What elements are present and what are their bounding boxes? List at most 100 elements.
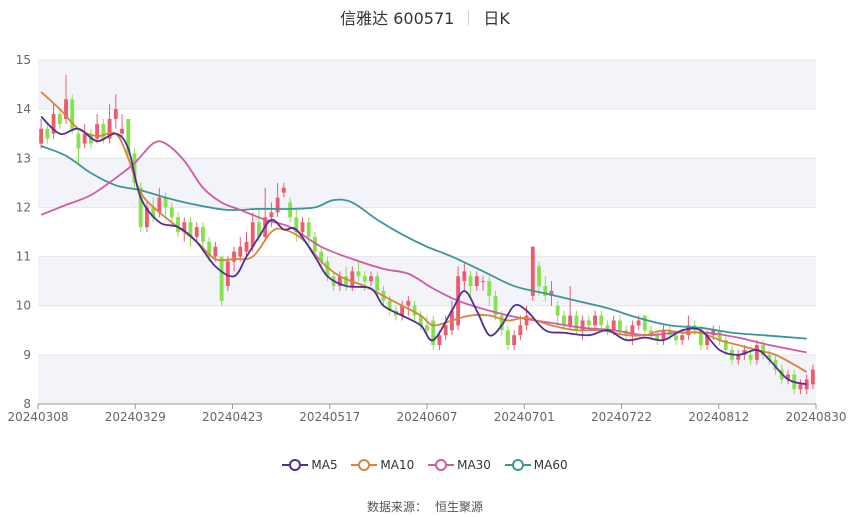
candle-body	[605, 325, 610, 331]
candle-body	[132, 153, 137, 183]
candle-body	[761, 345, 766, 355]
legend-marker-ma5	[282, 459, 309, 471]
candle-body	[313, 236, 317, 252]
candle-body	[580, 320, 585, 331]
x-tick-label: 20240423	[202, 410, 263, 424]
candle-body	[518, 325, 523, 336]
stock-name: 信雅达 600571	[340, 9, 455, 28]
legend: MA5 MA10 MA30 MA60	[0, 458, 850, 472]
legend-item-ma60[interactable]: MA60	[504, 458, 568, 472]
candle-body	[748, 354, 753, 360]
series-line-ma5	[40, 115, 807, 386]
candle-body	[418, 315, 423, 326]
y-tick-label: 9	[23, 348, 31, 362]
candle-body	[705, 335, 710, 346]
candle-body	[107, 118, 112, 139]
candle-body	[70, 99, 75, 129]
candle-body	[362, 276, 367, 282]
legend-marker-ma60	[504, 459, 531, 471]
candle-body	[655, 335, 660, 341]
candle-body	[201, 227, 205, 242]
candle-body	[773, 359, 778, 370]
candle-body	[288, 202, 293, 218]
candle-body	[400, 305, 405, 316]
candle-body	[213, 246, 218, 257]
legend-item-ma30[interactable]: MA30	[428, 458, 491, 472]
candle-body	[244, 241, 249, 252]
grid-band	[38, 158, 816, 208]
candle-body	[232, 251, 236, 262]
candle-body	[369, 276, 373, 282]
y-tick-label: 15	[16, 53, 31, 67]
candle-body	[300, 222, 305, 232]
candle-body	[642, 315, 647, 331]
candle-body	[530, 246, 535, 296]
candle-body	[543, 286, 548, 296]
x-tick-label: 20240830	[785, 410, 846, 424]
candle-body	[294, 217, 299, 232]
candle-body	[593, 315, 597, 326]
candle-body	[350, 271, 355, 287]
candle-body	[356, 271, 361, 277]
legend-item-ma5[interactable]: MA5	[282, 458, 338, 472]
legend-item-ma10[interactable]: MA10	[351, 458, 414, 472]
candle-body	[537, 266, 541, 287]
candle-body	[555, 305, 560, 316]
candle-body	[182, 222, 187, 232]
period-tab[interactable]: 日K	[483, 9, 510, 28]
candle-body	[611, 320, 616, 331]
candle-body	[113, 109, 118, 119]
y-tick-label: 8	[23, 397, 31, 411]
candle-body	[257, 222, 261, 237]
series-line-ma10	[40, 91, 808, 373]
candle-body	[39, 128, 44, 144]
candle-body	[337, 276, 342, 287]
candlestick-chart: 8 9 10 11 12 13 14 15 20240308 20240329 20240423 20…	[7, 53, 846, 424]
candle-body	[219, 256, 224, 301]
candle-body	[344, 276, 349, 287]
candle-body	[425, 325, 429, 331]
grid-band	[38, 256, 816, 306]
candle-body	[736, 354, 741, 360]
candle-body	[76, 133, 81, 149]
candle-body	[462, 271, 467, 282]
y-tick-label: 13	[16, 151, 31, 165]
grid-band	[38, 60, 816, 110]
candle-body	[810, 369, 815, 385]
candle-body	[618, 320, 622, 331]
candle-body	[250, 222, 255, 247]
candle-body	[176, 217, 180, 232]
candle-body	[798, 384, 803, 390]
x-tick-label: 20240607	[396, 410, 457, 424]
candle-body	[549, 290, 554, 296]
candle-body	[207, 241, 212, 257]
candle-body	[431, 320, 436, 346]
y-tick-label: 12	[16, 200, 31, 214]
x-tick-label: 20240722	[591, 410, 652, 424]
candle-body	[512, 335, 517, 346]
candle-body	[786, 374, 790, 380]
candle-body	[481, 281, 485, 283]
candle-body	[723, 340, 728, 350]
candle-body	[138, 187, 143, 228]
grid-band	[38, 354, 816, 404]
candle-body	[45, 128, 50, 139]
candle-body	[412, 305, 417, 316]
y-tick-label: 11	[16, 250, 31, 264]
candle-body	[169, 207, 174, 218]
candle-body	[188, 222, 193, 237]
candle-body	[387, 300, 392, 311]
candle-body	[599, 315, 604, 326]
candle-body	[51, 114, 56, 134]
title-separator	[468, 11, 470, 25]
candle-body	[767, 354, 772, 360]
candle-body	[57, 114, 62, 124]
candle-body	[406, 300, 411, 306]
source-name: 恒生聚源	[435, 500, 484, 514]
candle-body	[561, 315, 566, 326]
legend-marker-ma10	[351, 459, 378, 471]
candles-group	[39, 74, 815, 395]
source-label: 数据来源：	[366, 500, 427, 514]
candle-body	[157, 197, 162, 213]
legend-label-ma60: MA60	[533, 458, 568, 472]
